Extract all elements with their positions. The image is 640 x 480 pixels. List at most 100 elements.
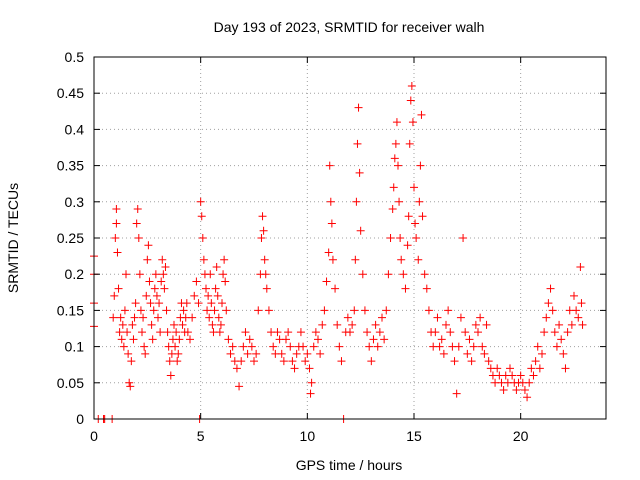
data-point [299, 342, 308, 351]
data-point [254, 306, 263, 315]
data-point [563, 328, 572, 337]
data-point [161, 262, 170, 271]
data-point [172, 328, 181, 337]
data-point [363, 328, 372, 337]
data-point [204, 291, 213, 300]
data-point [331, 284, 340, 293]
data-point [199, 255, 208, 264]
data-point [520, 386, 529, 395]
axis-ticks [93, 56, 606, 420]
data-point [194, 299, 203, 308]
data-point [114, 284, 123, 293]
data-point [222, 306, 231, 315]
data-point [243, 349, 252, 358]
data-point [311, 328, 320, 337]
data-point [437, 335, 446, 344]
data-point [572, 306, 581, 315]
data-point [557, 335, 566, 344]
data-point [389, 183, 398, 192]
y-tick-label: 0.25 [57, 230, 84, 246]
data-point [417, 110, 426, 119]
data-point [533, 342, 542, 351]
data-point [129, 335, 138, 344]
data-point [202, 284, 210, 293]
data-point [439, 349, 448, 358]
data-point [324, 248, 333, 257]
data-point [127, 357, 136, 366]
data-point [512, 386, 521, 395]
data-point [257, 234, 266, 242]
y-tick-label: 0 [76, 411, 84, 427]
data-point [414, 255, 423, 264]
data-point [296, 328, 305, 337]
data-point [141, 349, 150, 358]
data-point [337, 357, 346, 366]
data-point [499, 386, 508, 395]
data-point [252, 349, 261, 358]
data-point [112, 219, 121, 228]
data-point [219, 270, 228, 279]
data-point [548, 306, 557, 315]
data-point [412, 234, 421, 242]
data-point [232, 364, 241, 373]
data-point [124, 349, 133, 358]
data-point [226, 349, 235, 358]
data-point [411, 219, 420, 228]
data-point [348, 320, 357, 329]
data-point [212, 262, 221, 271]
data-point [235, 382, 244, 391]
data-point [555, 320, 564, 329]
data-point [165, 357, 174, 366]
data-point [493, 364, 502, 373]
data-point [382, 306, 391, 315]
data-point [144, 241, 153, 250]
data-point [301, 357, 310, 366]
data-point [350, 306, 359, 315]
data-point [322, 277, 331, 286]
data-point [221, 277, 230, 286]
data-point [418, 212, 427, 221]
data-point [179, 306, 188, 315]
data-point [403, 241, 412, 250]
data-point [220, 255, 229, 264]
data-point [110, 291, 119, 300]
data-point [119, 342, 128, 351]
data-point [333, 320, 342, 329]
x-tick-label: 0 [90, 428, 98, 444]
data-point [237, 357, 246, 366]
data-point [540, 328, 549, 337]
data-point [186, 335, 194, 344]
data-point [424, 306, 433, 315]
data-point [552, 342, 561, 351]
data-point [152, 291, 161, 300]
data-point [371, 320, 380, 329]
data-point [480, 349, 489, 358]
data-point [307, 378, 316, 387]
data-point [224, 335, 233, 344]
data-point [138, 328, 146, 337]
data-point [478, 342, 487, 351]
data-point [391, 139, 400, 148]
data-point [143, 255, 152, 264]
data-point [529, 371, 538, 380]
data-point [171, 342, 180, 351]
data-point [527, 364, 536, 373]
data-point [131, 299, 140, 308]
data-point [109, 313, 118, 322]
data-point [390, 154, 399, 163]
data-point [353, 139, 362, 148]
data-point [117, 335, 126, 344]
data-point [174, 349, 183, 358]
data-point [158, 255, 167, 264]
data-point [355, 168, 364, 177]
data-point [286, 342, 295, 351]
data-point [197, 212, 206, 221]
data-point [264, 306, 273, 315]
y-tick-label: 0.45 [57, 85, 84, 101]
y-tick-label: 0.4 [65, 121, 85, 137]
data-point [459, 234, 468, 242]
data-point [139, 313, 148, 322]
data-point [269, 342, 278, 351]
data-point [305, 364, 314, 373]
